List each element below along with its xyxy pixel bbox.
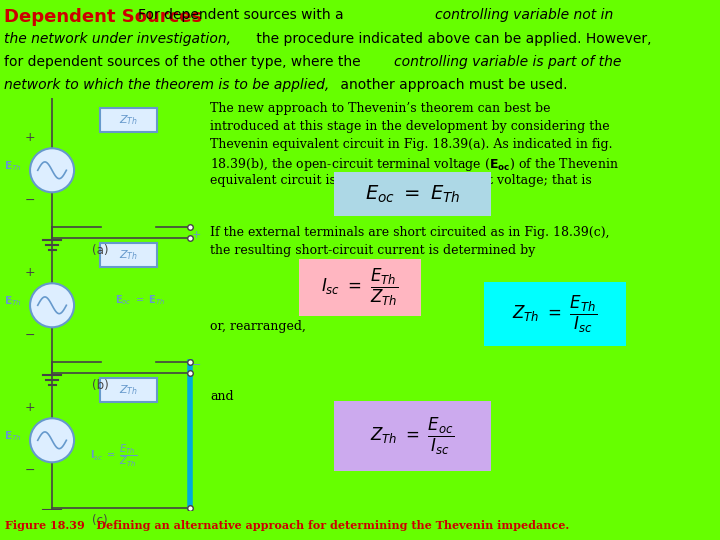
FancyBboxPatch shape [99, 244, 157, 267]
FancyBboxPatch shape [99, 379, 157, 402]
Text: $I_{sc}\ =\ \dfrac{E_{Th}}{Z_{Th}}$: $I_{sc}\ =\ \dfrac{E_{Th}}{Z_{Th}}$ [321, 267, 399, 308]
Text: for dependent sources of the other type, where the: for dependent sources of the other type,… [4, 55, 365, 69]
FancyBboxPatch shape [300, 259, 421, 316]
Text: Thevenin equivalent circuit in Fig. 18.39(a). As indicated in fig.: Thevenin equivalent circuit in Fig. 18.3… [210, 138, 613, 151]
Text: $\mathbf{E}_{Th}$: $\mathbf{E}_{Th}$ [4, 429, 22, 443]
Text: $\mathbf{E}_{Th}$: $\mathbf{E}_{Th}$ [4, 159, 22, 173]
Text: (c): (c) [92, 514, 108, 527]
Text: +: + [24, 131, 35, 144]
Text: $Z_{Th}\ =\ \dfrac{E_{Th}}{I_{sc}}$: $Z_{Th}\ =\ \dfrac{E_{Th}}{I_{sc}}$ [513, 294, 598, 335]
Text: −: − [24, 464, 35, 477]
Text: and: and [210, 390, 234, 403]
FancyBboxPatch shape [99, 109, 157, 132]
FancyBboxPatch shape [334, 172, 491, 217]
Text: The new approach to Thevenin’s theorem can best be: The new approach to Thevenin’s theorem c… [210, 102, 551, 115]
Text: equivalent circuit is the Thevenin equivalent voltage; that is: equivalent circuit is the Thevenin equiv… [210, 174, 592, 187]
Text: or, rearranged,: or, rearranged, [210, 320, 306, 333]
Text: controlling variable is part of the: controlling variable is part of the [394, 55, 621, 69]
Text: Dependent Sources: Dependent Sources [4, 8, 202, 26]
Text: network to which the theorem is to be applied,: network to which the theorem is to be ap… [4, 78, 329, 92]
Text: $\mathbf{I}_{sc}\ =\ \dfrac{E_{Th}}{Z_{Th}}$: $\mathbf{I}_{sc}\ =\ \dfrac{E_{Th}}{Z_{T… [90, 442, 138, 469]
Text: $Z_{Th}$: $Z_{Th}$ [119, 113, 138, 127]
Text: (b): (b) [91, 379, 109, 392]
Text: $Z_{Th}$: $Z_{Th}$ [119, 383, 138, 397]
Circle shape [30, 284, 74, 327]
Text: Figure 18.39   Defining an alternative approach for determining the Thevenin imp: Figure 18.39 Defining an alternative app… [5, 519, 570, 531]
Text: $\mathbf{E}_{oc}\ =\ \mathbf{E}_{Th}$: $\mathbf{E}_{oc}\ =\ \mathbf{E}_{Th}$ [115, 293, 165, 307]
Text: +: + [24, 266, 35, 279]
Text: +: + [192, 230, 201, 240]
Text: the resulting short-circuit current is determined by: the resulting short-circuit current is d… [210, 244, 536, 257]
FancyBboxPatch shape [334, 401, 491, 471]
Text: $\mathbf{E}_{Th}$: $\mathbf{E}_{Th}$ [4, 294, 22, 308]
Circle shape [30, 418, 74, 462]
Text: (a): (a) [92, 244, 108, 257]
Text: the procedure indicated above can be applied. However,: the procedure indicated above can be app… [252, 32, 652, 46]
Text: −: − [24, 194, 35, 207]
Text: the network under investigation,: the network under investigation, [4, 32, 231, 46]
Text: If the external terminals are short circuited as in Fig. 18.39(c),: If the external terminals are short circ… [210, 226, 610, 239]
Text: −: − [192, 360, 201, 370]
Text: For dependent sources with a: For dependent sources with a [138, 8, 348, 22]
Text: $E_{oc}\ =\ E_{Th}$: $E_{oc}\ =\ E_{Th}$ [365, 184, 461, 205]
Text: introduced at this stage in the development by considering the: introduced at this stage in the developm… [210, 120, 610, 133]
Text: 18.39(b), the open-circuit terminal voltage ($\mathbf{E_{oc}}$) of the Thevenin: 18.39(b), the open-circuit terminal volt… [210, 156, 619, 173]
Text: another approach must be used.: another approach must be used. [336, 78, 567, 92]
Text: +: + [24, 401, 35, 414]
Circle shape [30, 148, 74, 192]
FancyBboxPatch shape [484, 282, 626, 346]
Text: −: − [24, 329, 35, 342]
Text: $Z_{Th}$: $Z_{Th}$ [119, 248, 138, 262]
Text: $Z_{Th}\ =\ \dfrac{E_{oc}}{I_{sc}}$: $Z_{Th}\ =\ \dfrac{E_{oc}}{I_{sc}}$ [370, 416, 455, 457]
Text: controlling variable not in: controlling variable not in [435, 8, 613, 22]
